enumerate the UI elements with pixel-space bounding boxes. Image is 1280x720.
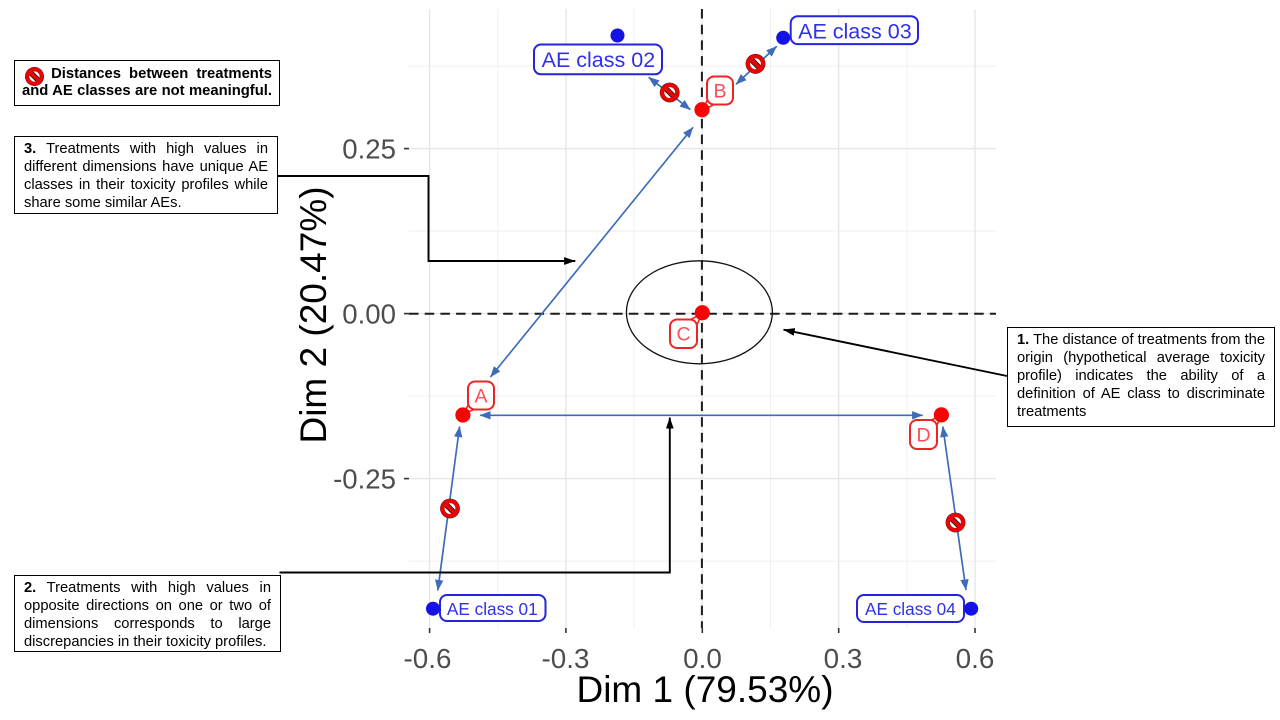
svg-text:AE class 02: AE class 02 xyxy=(542,48,656,72)
svg-text:B: B xyxy=(713,81,726,103)
svg-text:-0.3: -0.3 xyxy=(542,643,590,674)
svg-text:0.0: 0.0 xyxy=(683,643,722,674)
svg-text:Dim 2 (20.47%): Dim 2 (20.47%) xyxy=(293,186,334,443)
svg-text:AE class 01: AE class 01 xyxy=(447,599,538,619)
svg-text:-0.6: -0.6 xyxy=(404,643,452,674)
svg-text:-0.25: -0.25 xyxy=(333,464,396,495)
svg-text:AE class 04: AE class 04 xyxy=(865,599,956,619)
svg-text:Dim 1 (79.53%): Dim 1 (79.53%) xyxy=(576,669,833,710)
svg-text:A: A xyxy=(474,386,487,408)
svg-text:D: D xyxy=(916,425,930,447)
svg-text:0.6: 0.6 xyxy=(956,643,995,674)
svg-text:C: C xyxy=(676,324,690,346)
svg-text:AE class 03: AE class 03 xyxy=(798,20,912,44)
svg-text:0.25: 0.25 xyxy=(342,134,396,165)
svg-text:0.3: 0.3 xyxy=(824,643,863,674)
svg-text:0.00: 0.00 xyxy=(342,299,396,330)
